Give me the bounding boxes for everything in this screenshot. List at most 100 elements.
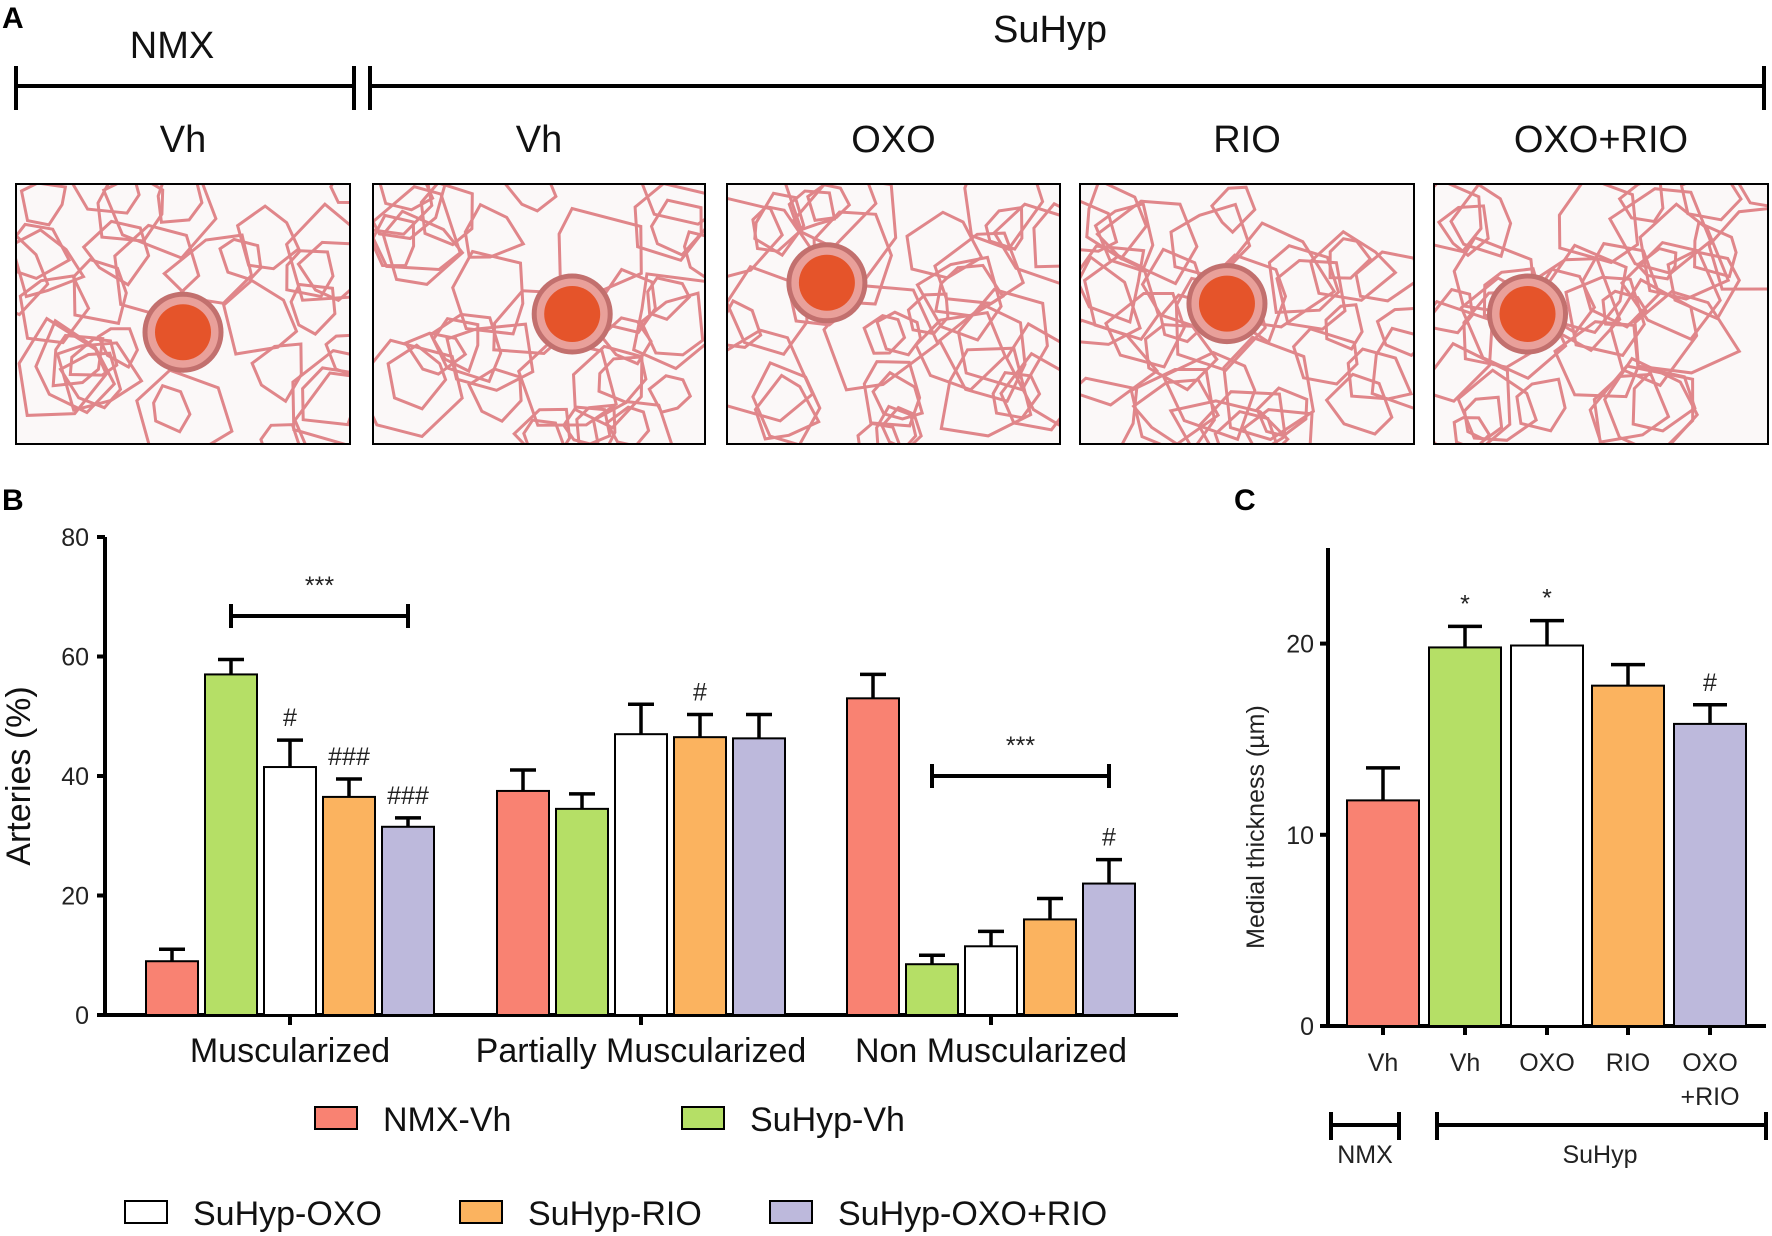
- bar-suhyp-oxo: [1510, 644, 1584, 1028]
- alveolus: [633, 184, 705, 263]
- y-tick-label: 0: [75, 1002, 89, 1030]
- category-label: Muscularized: [190, 1032, 390, 1070]
- bar-nmx-vh: [846, 697, 900, 1016]
- alveolus: [1588, 364, 1695, 444]
- category-label: OXO: [1519, 1049, 1575, 1077]
- y-tick-label: 40: [61, 763, 89, 791]
- alveolus: [1631, 368, 1697, 433]
- group-bracket-suhyp: [368, 66, 1766, 110]
- alveolus: [1434, 341, 1512, 444]
- chart-c: 0 10 20 Medial thickness (µm) Vh * Vh * OXO RIO # O…: [1242, 548, 1768, 1169]
- alveolus: [373, 338, 464, 439]
- bar-suhyp-rio: [673, 736, 727, 1016]
- significance-mark: #: [1102, 824, 1116, 852]
- alveolus: [1168, 399, 1290, 444]
- alveolus: [1370, 326, 1414, 410]
- alveolus: [639, 291, 705, 357]
- alveolus: [1241, 408, 1314, 444]
- panel-label-c: C: [1234, 484, 1256, 517]
- legend-label: SuHyp-RIO: [528, 1195, 702, 1233]
- y-axis-label: Arteries (%): [0, 686, 38, 865]
- bar-nmx-vh: [496, 789, 550, 1016]
- alveolus: [1449, 184, 1513, 259]
- alveolus: [503, 184, 558, 213]
- legend-swatch: [124, 1200, 168, 1224]
- alveolus: [999, 351, 1060, 432]
- category-label: Partially Muscularized: [476, 1032, 807, 1070]
- legend-label: SuHyp-OXO+RIO: [838, 1195, 1107, 1233]
- tissue: [1080, 184, 1414, 444]
- alveolus: [1324, 372, 1394, 436]
- alveolus: [822, 284, 940, 392]
- alveolus: [17, 316, 109, 417]
- tissue: [727, 184, 1060, 444]
- y-tick-label: 0: [1300, 1013, 1314, 1041]
- category-label: RIO: [1606, 1049, 1650, 1077]
- alveolus: [727, 328, 815, 423]
- alveolus: [956, 287, 1049, 392]
- bar-suhyp-vh: [204, 673, 258, 1016]
- tissue: [373, 184, 705, 444]
- micrograph-border: [1433, 183, 1769, 445]
- alveolus: [787, 189, 837, 233]
- alveolus: [1143, 323, 1219, 392]
- alveolus: [649, 198, 703, 257]
- alveolus: [284, 202, 350, 302]
- micrograph-0: [15, 183, 351, 445]
- alveolus: [16, 222, 72, 281]
- legend-item: SuHyp-OXO+RIO: [769, 1195, 1107, 1233]
- alveolus: [1557, 184, 1640, 265]
- alveolus: [329, 184, 350, 204]
- y-tick-label: 20: [61, 883, 89, 911]
- bar-suhyp-oxo: [614, 733, 668, 1016]
- legend-label: SuHyp-Vh: [750, 1101, 905, 1139]
- alveolus: [862, 360, 922, 428]
- micrograph-border: [15, 183, 351, 445]
- vessel-lumen: [798, 254, 855, 311]
- alveolus: [1210, 185, 1257, 235]
- alveolus: [871, 370, 925, 421]
- micrograph-border: [1079, 183, 1415, 445]
- column-label-2: OXO: [851, 119, 935, 161]
- vessel-lumen: [1198, 275, 1255, 332]
- alveolus: [152, 383, 192, 434]
- alveolus: [51, 333, 105, 388]
- micrograph-border: [372, 183, 706, 445]
- alveolus: [631, 272, 705, 371]
- bar-suhyp-vh: [1428, 646, 1502, 1027]
- alveolus: [445, 322, 535, 392]
- alveolus: [1093, 201, 1155, 273]
- alveolus: [1291, 327, 1359, 386]
- y-axis-label: Medial thickness (µm): [1242, 705, 1270, 949]
- micrograph-2: [726, 183, 1061, 445]
- vessel-lumen: [544, 286, 601, 342]
- alveolus: [373, 213, 416, 268]
- alveolus: [431, 317, 480, 374]
- significance-mark: *: [1460, 590, 1470, 618]
- micrograph-1: [372, 183, 706, 445]
- alveolus: [856, 421, 901, 444]
- alveolus: [875, 310, 923, 357]
- alveolus: [419, 184, 474, 247]
- alveolus: [1580, 241, 1661, 329]
- alveolus: [1375, 306, 1414, 358]
- y-tick-label: 20: [1286, 631, 1314, 659]
- significance-mark: ###: [328, 743, 370, 771]
- alveolus: [591, 400, 674, 444]
- alveolus: [992, 202, 1060, 286]
- bar-suhyp-vh: [555, 807, 609, 1016]
- bar-nmx-vh: [1346, 799, 1420, 1027]
- alveolus: [162, 233, 254, 305]
- significance-label: ***: [305, 572, 334, 600]
- alveolus: [915, 255, 1003, 342]
- alveolus: [1592, 372, 1671, 444]
- alveolus: [19, 184, 68, 227]
- alveolus: [646, 276, 692, 322]
- alveolus: [463, 202, 526, 259]
- significance-label: ***: [1006, 732, 1035, 760]
- bar-suhyp-oxo-rio: [1082, 882, 1136, 1016]
- legend-item: SuHyp-RIO: [459, 1195, 702, 1233]
- alveolus: [81, 219, 151, 287]
- alveolus: [218, 237, 263, 282]
- micrograph-border: [726, 183, 1061, 445]
